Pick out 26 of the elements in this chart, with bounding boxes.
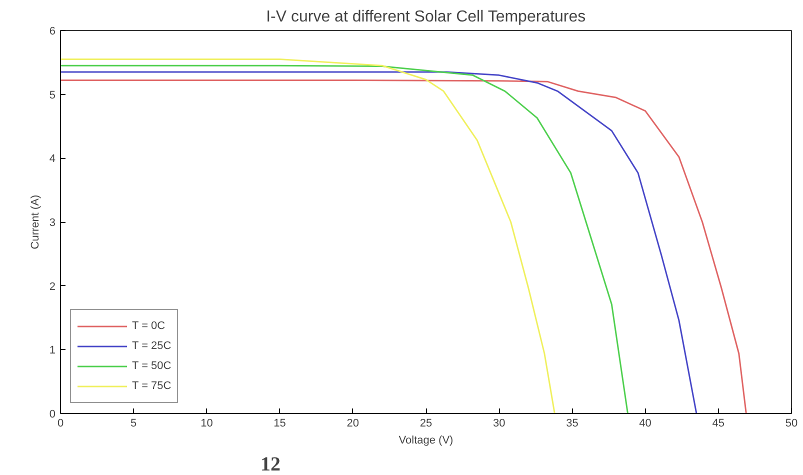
x-tick-label: 0 xyxy=(57,418,64,430)
x-tick-label: 25 xyxy=(420,418,432,430)
x-tick-label: 40 xyxy=(639,418,652,430)
y-tick-label: 4 xyxy=(49,153,56,166)
x-tick-label: 10 xyxy=(200,418,213,430)
chart-title: I-V curve at different Solar Cell Temperatures xyxy=(266,8,586,26)
y-tick-label: 6 xyxy=(49,26,56,38)
legend-label: T = 50C xyxy=(132,360,172,372)
x-tick-label: 35 xyxy=(566,418,578,430)
x-tick-label: 30 xyxy=(492,418,506,430)
y-axis-title: Current (A) xyxy=(29,194,42,250)
y-tick-label: 3 xyxy=(49,217,56,229)
x-axis-title: Voltage (V) xyxy=(398,434,454,446)
legend-label: T = 0C xyxy=(132,320,166,332)
x-tick-label: 20 xyxy=(346,418,360,430)
x-tick-label: 50 xyxy=(785,418,798,430)
text: 12 xyxy=(260,454,280,475)
x-tick-label: 45 xyxy=(712,418,725,430)
y-tick-label: 1 xyxy=(49,344,56,357)
legend-label: T = 25C xyxy=(132,340,172,352)
y-tick-label: 2 xyxy=(49,280,56,293)
x-tick-label: 5 xyxy=(130,418,137,430)
y-tick-label: 0 xyxy=(49,408,56,420)
legend-label: T = 75C xyxy=(132,380,172,392)
y-tick-label: 5 xyxy=(49,89,56,102)
x-tick-label: 15 xyxy=(274,418,286,430)
